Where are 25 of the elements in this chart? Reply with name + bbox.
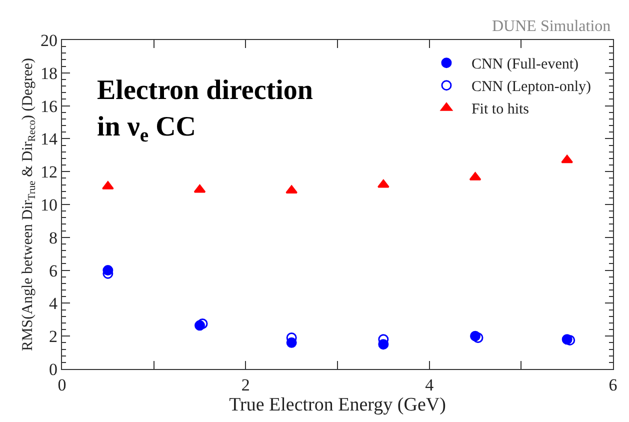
y-tick-label: 4	[49, 294, 58, 314]
y-tick-label: 16	[40, 96, 58, 116]
y-tick-label: 10	[40, 195, 58, 214]
legend-label: CNN (Full-event)	[471, 56, 579, 73]
y-tick-label: 12	[40, 162, 58, 182]
legend-label: CNN (Lepton-only)	[471, 79, 592, 96]
point	[472, 332, 484, 343]
x-tick-label: 2	[241, 376, 250, 394]
x-axis-title: True Electron Energy (GeV)	[229, 394, 446, 416]
x-tick-label: 4	[425, 376, 434, 394]
y-tick-label: 8	[49, 228, 58, 248]
y-tick-label: 2	[49, 327, 58, 346]
y-tick-label: 14	[40, 130, 58, 149]
y-tick-label: 18	[40, 64, 58, 83]
point	[286, 185, 298, 194]
point	[561, 154, 574, 164]
x-tick-label: 6	[608, 376, 618, 394]
text: DUNE Simulation	[492, 18, 611, 35]
annotation: Electron direction in ν$_{e}$ CC	[97, 75, 314, 146]
y-tick-label: 6	[49, 261, 58, 280]
point	[197, 318, 208, 330]
point	[194, 184, 206, 193]
y-tick-label: 20	[40, 30, 58, 50]
y-tick-label: 0	[49, 360, 58, 379]
legend-label: Fit to hits	[471, 102, 530, 118]
